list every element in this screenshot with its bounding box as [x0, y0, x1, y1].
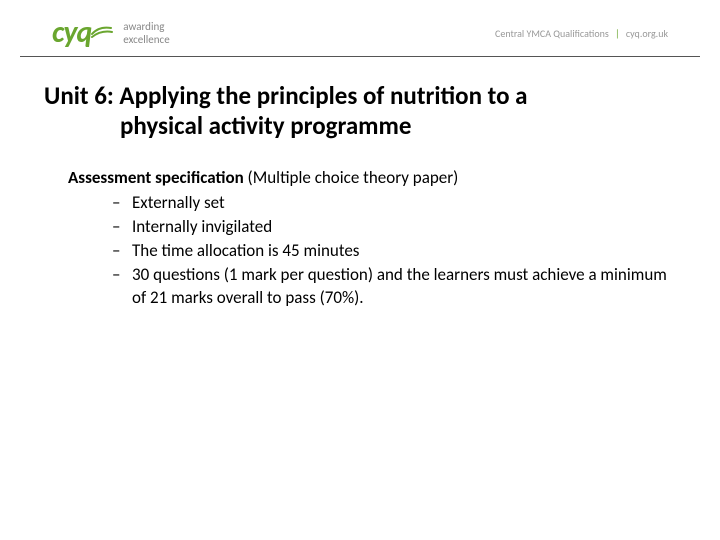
logo-flourish-icon [91, 24, 113, 45]
list-item: The time allocation is 45 minutes [112, 240, 676, 263]
list-item: Internally invigilated [112, 216, 676, 239]
logo-wordmark: cyq [52, 18, 91, 48]
spec-list: Externally set Internally invigilated Th… [68, 192, 676, 310]
org-name: Central YMCA Qualifications [495, 27, 609, 40]
brand-logo-group: cyq awarding excellence [52, 18, 170, 48]
title-line-1: Unit 6: Applying the principles of nutri… [44, 81, 676, 111]
assessment-spec-block: Assessment specification (Multiple choic… [44, 167, 676, 310]
spec-heading-rest: (Multiple choice theory paper) [244, 167, 459, 188]
tagline-line-1: awarding [123, 20, 169, 33]
header-attribution: Central YMCA Qualifications | cyq.org.uk [495, 27, 668, 40]
tagline-line-2: excellence [123, 33, 169, 46]
brand-tagline: awarding excellence [123, 20, 169, 46]
slide-header: cyq awarding excellence Central YMCA Qua… [20, 0, 700, 57]
title-line-2: physical activity programme [44, 111, 676, 141]
spec-heading: Assessment specification (Multiple choic… [68, 167, 676, 190]
list-item: Externally set [112, 192, 676, 215]
separator-icon: | [611, 27, 624, 40]
site-url: cyq.org.uk [626, 27, 668, 40]
slide-title: Unit 6: Applying the principles of nutri… [44, 81, 676, 141]
spec-heading-bold: Assessment specification [68, 167, 244, 188]
slide-content: Unit 6: Applying the principles of nutri… [0, 57, 720, 310]
brand-logo: cyq [52, 18, 113, 48]
list-item: 30 questions (1 mark per question) and t… [112, 264, 676, 310]
